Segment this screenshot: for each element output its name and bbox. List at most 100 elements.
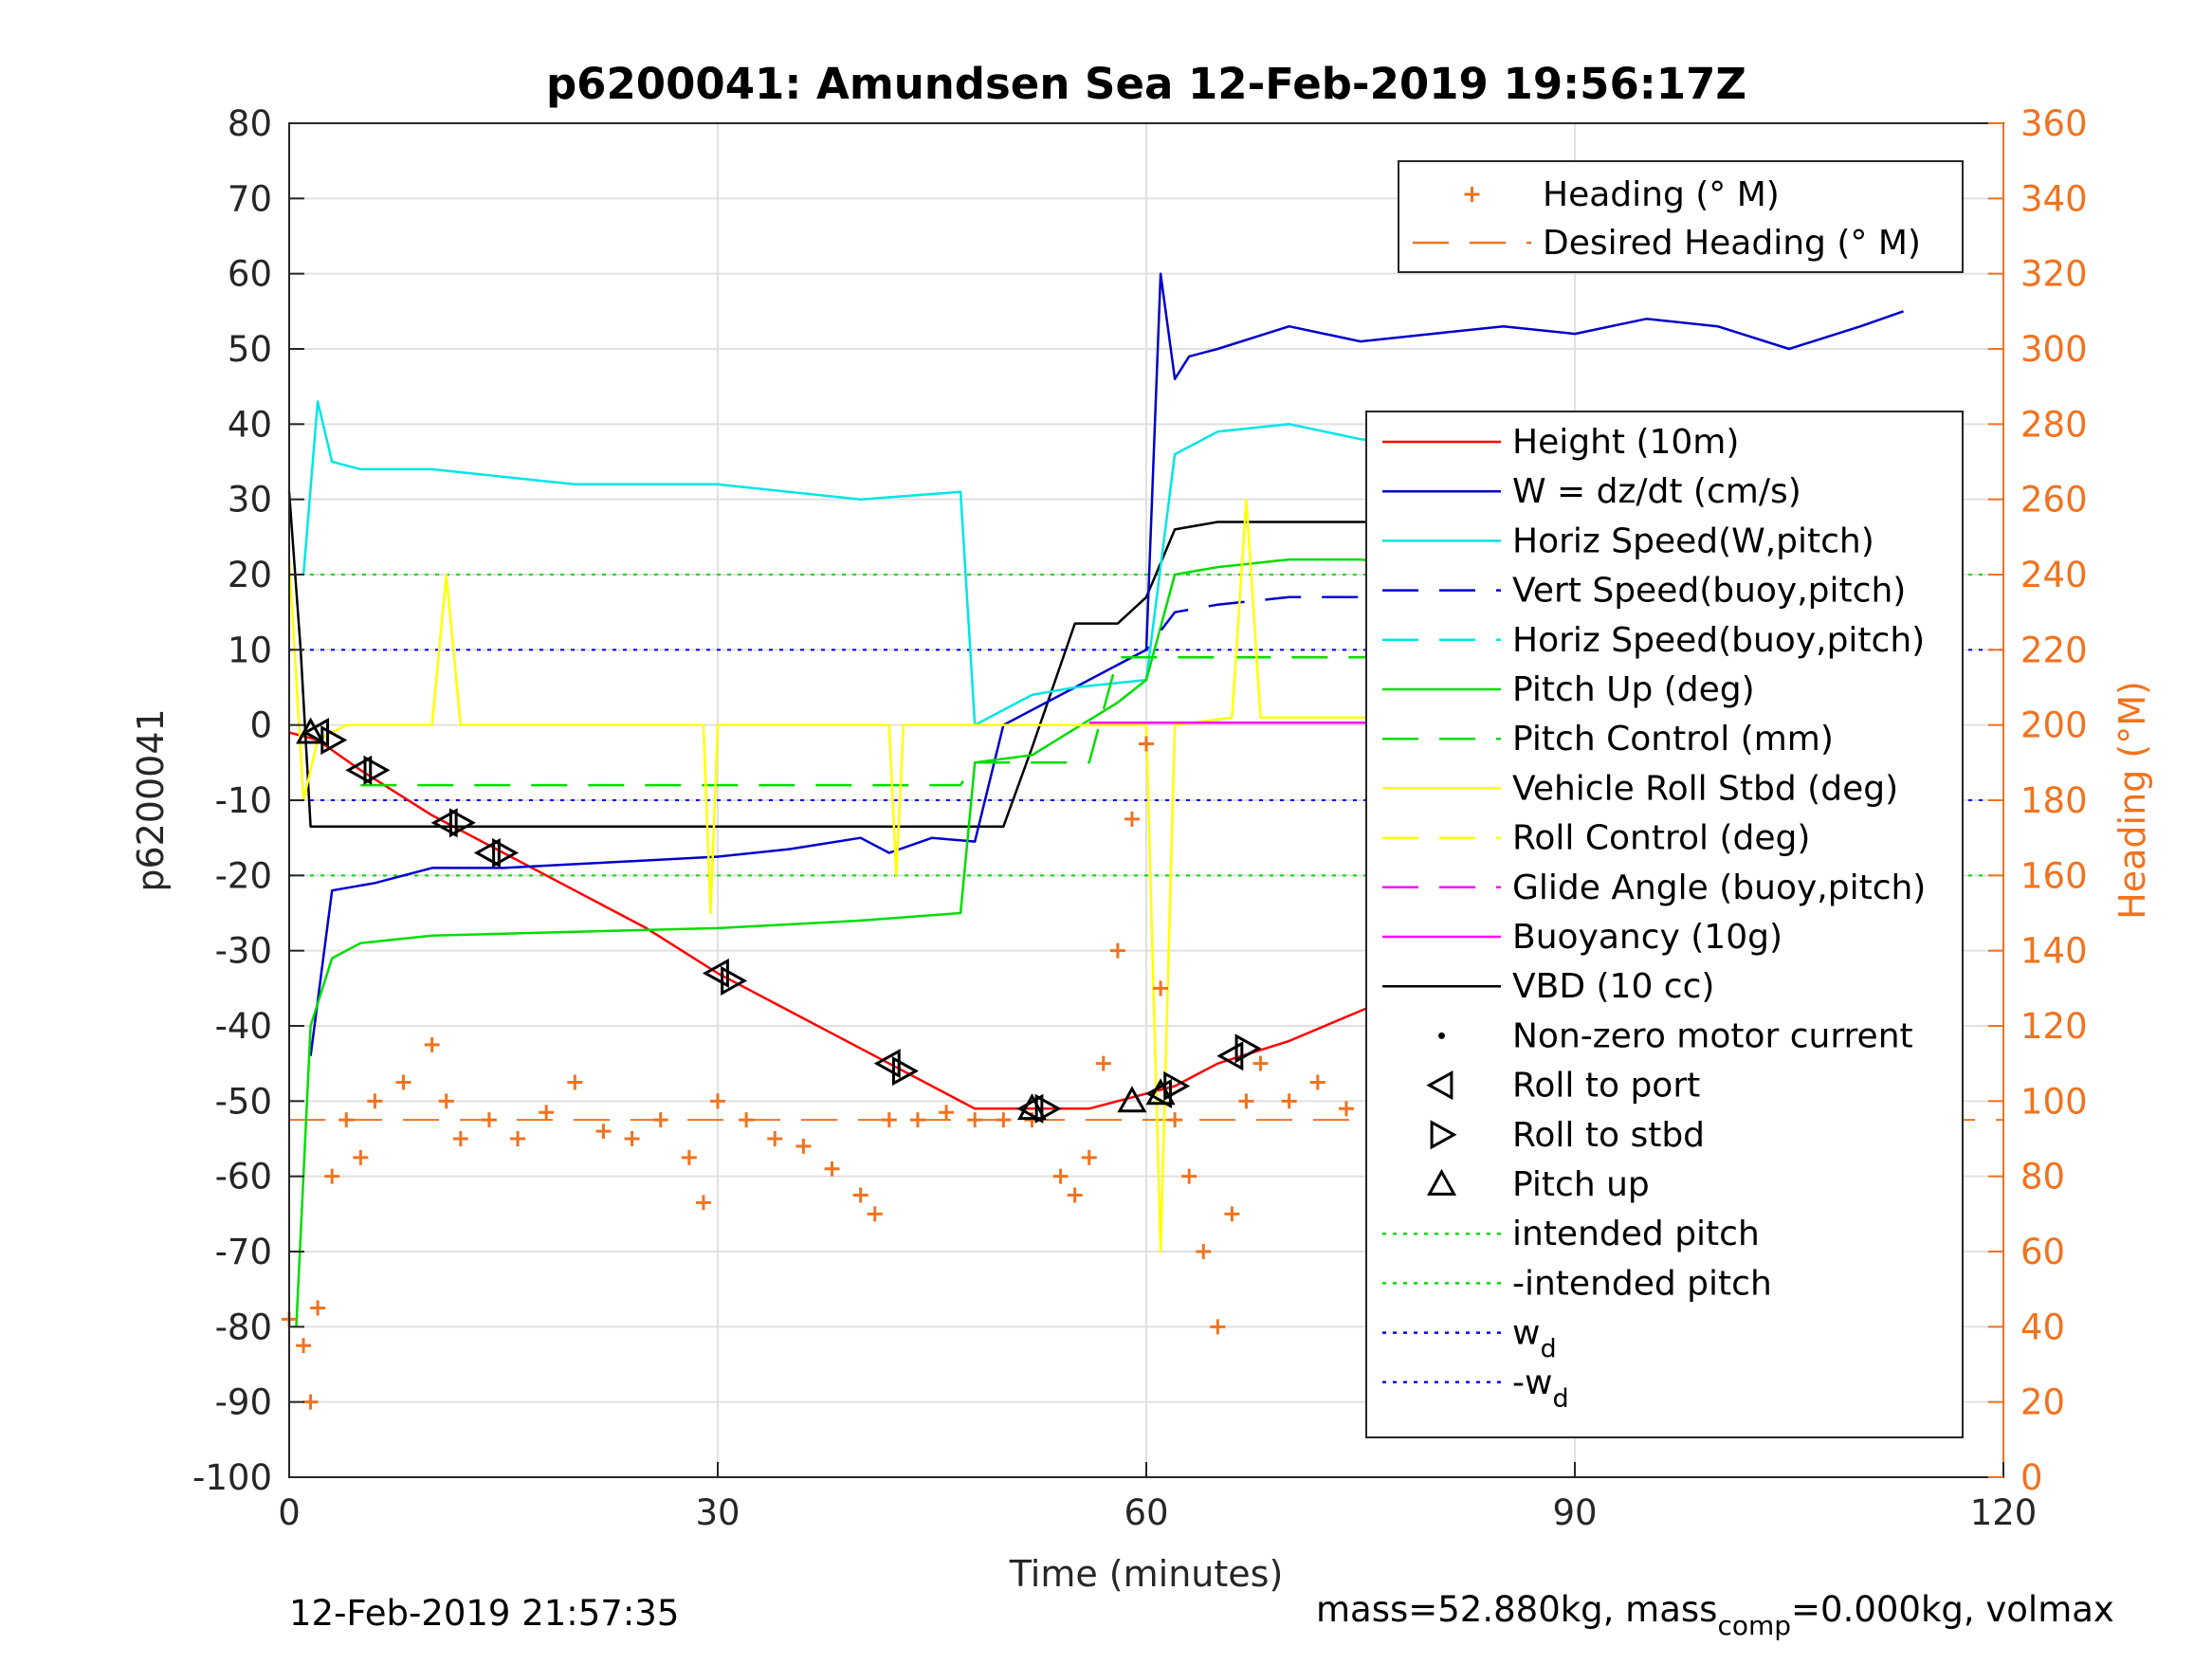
heading-point [1224,1206,1240,1222]
heading-point [652,1112,668,1128]
roll-to-stbd-marker [492,837,520,869]
footer-mass: mass=52.880kg, masscomp=0.000kg, volmax [1316,1589,2114,1641]
legend-entry: Pitch Control (mm) [1382,720,1834,759]
legend-entry: Pitch Up (deg) [1382,670,1755,709]
legend-top: Heading (° M) Desired Heading (° M) [1398,160,1964,273]
heading-point [695,1195,711,1211]
heading-point [1309,1074,1325,1090]
roll-to-stbd-marker [1234,1033,1262,1064]
ticks: 0 30 60 90 12080706050403020100-10-20-30-40-… [192,103,2088,1533]
y-right-tick-label: 280 [2020,404,2088,445]
heading-point [739,1112,755,1128]
heading-point [1139,736,1154,752]
x-tick-label: 60 [1124,1492,1168,1533]
heading-point [852,1187,868,1203]
roll-to-port-marker [1144,1078,1172,1108]
heading-point [1181,1168,1197,1184]
heading-point [1238,1093,1254,1109]
heading-point [296,1338,312,1354]
heading-point [481,1112,497,1128]
legend-entry: Vehicle Roll Stbd (deg) [1382,769,1898,808]
heading-point [1052,1168,1069,1184]
legend-entry: Buoyancy (10g) [1382,918,1782,957]
y-right-tick-label: 60 [2020,1232,2065,1272]
x-tick-label: 30 [695,1492,740,1533]
y-tick-label: 50 [228,329,272,370]
heading-point [1095,1055,1111,1071]
heading-point [1167,1112,1183,1128]
y-tick-label: -70 [215,1232,272,1272]
x-axis-label: Time (minutes) [1009,1553,1284,1595]
y-right-tick-label: 340 [2020,178,2088,219]
heading-point [710,1093,725,1109]
roll-to-stbd-marker [1034,1093,1062,1124]
legend-label: Glide Angle (buoy,pitch) [1512,869,1926,907]
roll-to-stbd-marker [891,1056,919,1087]
y-right-tick-label: 360 [2020,103,2088,144]
legend-entry: Roll Control (deg) [1382,819,1810,858]
heading-point [767,1131,783,1146]
heading-point [1196,1244,1212,1259]
y-right-tick-label: 80 [2020,1157,2065,1198]
legend-entry: Pitch up [1426,1165,1650,1204]
heading-point [1067,1187,1083,1203]
heading-point [353,1149,369,1165]
heading-point [510,1131,526,1146]
heading-point [681,1149,697,1165]
legend-entry: Glide Angle (buoy,pitch) [1382,869,1926,907]
legend-label: Pitch Control (mm) [1512,720,1834,759]
y-right-tick-label: 240 [2020,555,2088,595]
heading-point [939,1105,955,1121]
y-tick-label: 20 [228,555,272,595]
y-tick-label: 10 [228,630,272,670]
heading-point [338,1112,355,1128]
legend-entry: Desired Heading (° M) [1413,224,1921,263]
series-line [360,656,1904,787]
y-right-tick-label: 160 [2020,855,2088,896]
y-right-tick-label: 180 [2020,780,2088,821]
legend-label: VBD (10 cc) [1512,967,1714,1006]
legend-label: Buoyancy (10g) [1512,918,1782,957]
heading-point [1124,811,1140,827]
pitch-up-marker [296,717,326,744]
y-axis-label: p6200041 [130,708,172,891]
legend-label: Horiz Speed(buoy,pitch) [1512,621,1925,660]
legend-entry: Roll to port [1426,1067,1700,1106]
legend-entry: wd [1382,1314,1557,1364]
legend-label: Non-zero motor current [1512,1016,1913,1055]
heading-point [438,1093,454,1109]
heading-point [1338,1101,1354,1117]
y-axis-label-right: Heading (°M) [2111,681,2153,920]
legend-swatch [1438,1032,1445,1039]
heading-point [1153,980,1169,997]
legend-entry: Non-zero motor current [1438,1016,1913,1055]
legend-swatch [1430,1120,1457,1150]
legend-label: Roll Control (deg) [1512,819,1810,858]
legend-label: W = dz/dt (cm/s) [1512,472,1801,511]
y-tick-label: -30 [215,931,272,972]
roll-to-port-marker [873,1049,901,1079]
y-tick-label: 30 [228,480,272,521]
heading-point [624,1131,640,1146]
legend-label: Roll to port [1512,1067,1700,1106]
y-right-tick-label: 300 [2020,329,2088,370]
pitch-up-marker [1016,1093,1048,1121]
heading-point [996,1112,1012,1128]
pitch-up-marker [1145,1078,1176,1106]
y-tick-label: -50 [215,1081,272,1122]
y-right-tick-label: 200 [2020,705,2088,746]
legend-label: -intended pitch [1512,1264,1772,1303]
legend-label: Pitch up [1512,1165,1650,1204]
heading-point [302,1394,319,1410]
y-right-tick-label: 20 [2020,1382,2065,1423]
heading-point [310,1300,326,1316]
legend-label: Roll to stbd [1512,1116,1705,1155]
legend-label: -wd [1512,1363,1569,1414]
y-tick-label: 60 [228,254,272,295]
heading-point [967,1112,983,1128]
y-right-tick-label: 260 [2020,480,2088,521]
legend-swatch [1426,1168,1457,1196]
y-right-tick-label: 100 [2020,1081,2088,1122]
heading-point [595,1124,612,1140]
roll-to-port-marker [345,755,373,785]
